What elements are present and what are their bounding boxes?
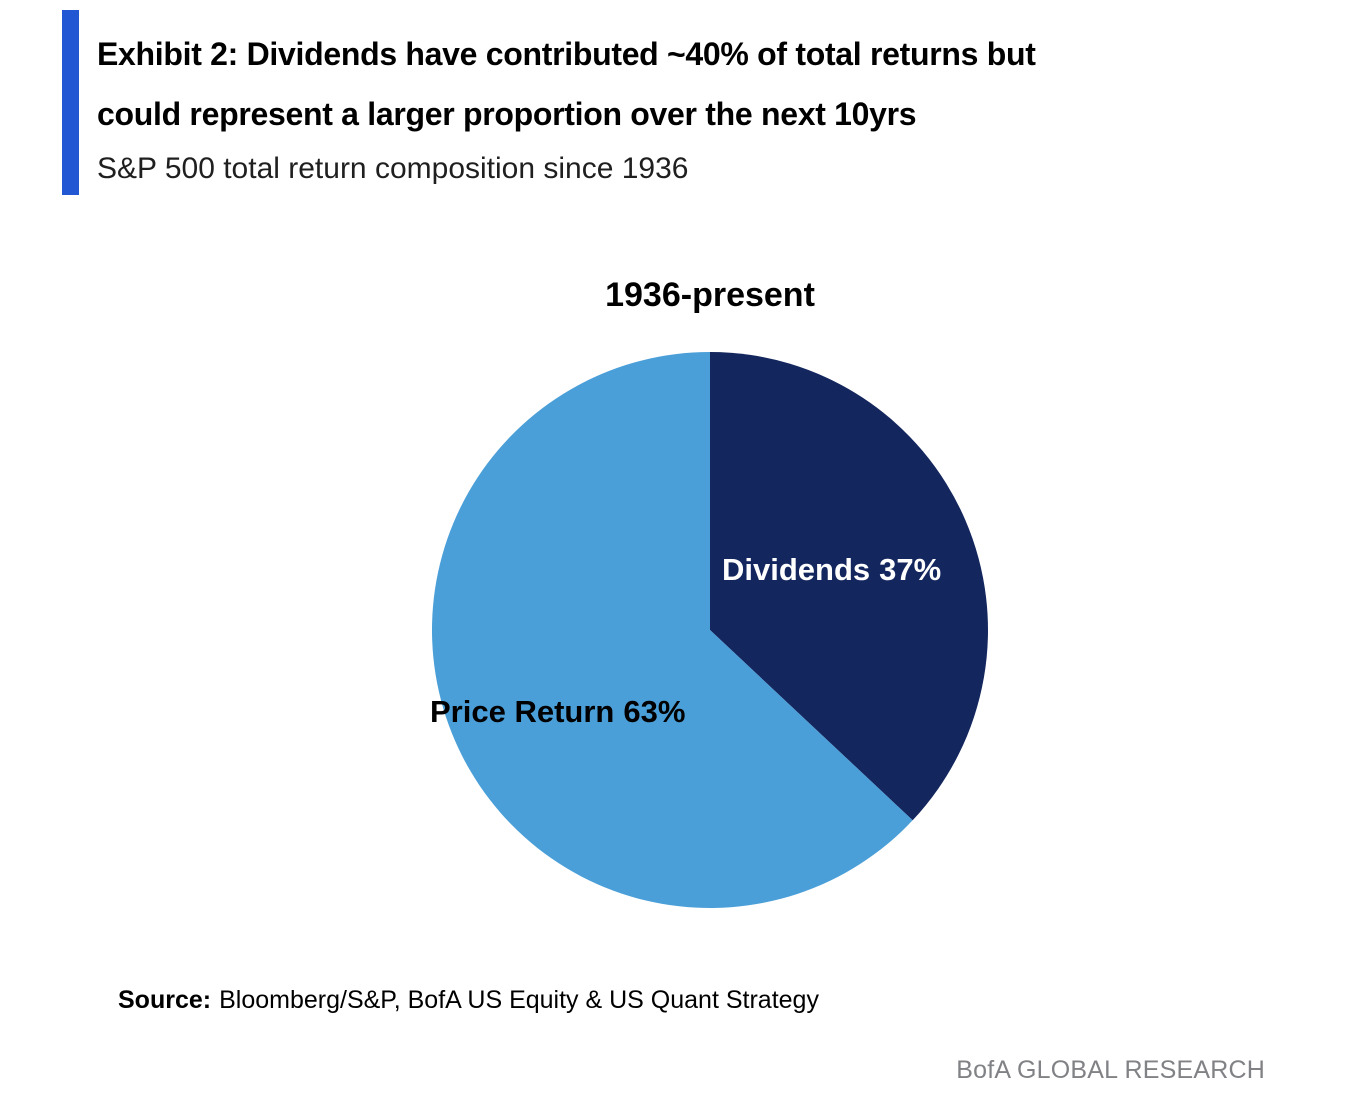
exhibit-title-line-1: Exhibit 2: Dividends have contributed ~4…	[97, 36, 1036, 72]
exhibit-header: Exhibit 2: Dividends have contributed ~4…	[97, 24, 1290, 192]
slice-label-price-return: Price Return 63%	[430, 694, 685, 730]
pie-slice-dividends	[710, 352, 988, 821]
source-line: Source: Bloomberg/S&P, BofA US Equity & U…	[118, 986, 819, 1015]
pie-slice-price-return	[432, 352, 913, 908]
brand-footer: BofA GLOBAL RESEARCH	[956, 1056, 1265, 1084]
slice-label-price-return-text: Price Return	[430, 694, 615, 729]
source-label: Source:	[118, 986, 212, 1014]
source-text: Bloomberg/S&P, BofA US Equity & US Quant…	[219, 986, 819, 1014]
chart-title: 1936-present	[605, 276, 815, 314]
pie-chart-container	[432, 352, 988, 908]
slice-label-price-return-value: 63%	[623, 694, 686, 729]
exhibit-title-line-2: could represent a larger proportion over…	[97, 96, 917, 132]
accent-bar	[62, 10, 79, 195]
slice-label-dividends-text: Dividends	[722, 552, 871, 587]
pie-chart	[432, 352, 988, 908]
slice-label-dividends-value: 37%	[879, 552, 942, 587]
slice-label-dividends: Dividends 37%	[722, 552, 941, 588]
exhibit-subtitle: S&P 500 total return composition since 1…	[97, 152, 689, 185]
